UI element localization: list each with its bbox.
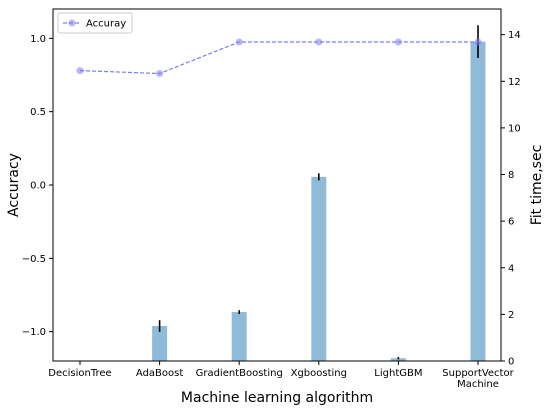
accuracy-point-6 bbox=[474, 38, 482, 46]
right-tick-label-1: 0 bbox=[508, 357, 514, 368]
x-tick-label-3: GradientBoosting bbox=[196, 368, 283, 379]
x-tick-label-1: DecisionTree bbox=[48, 368, 111, 379]
x-tick-label-2: AdaBoost bbox=[136, 368, 183, 379]
bar-3 bbox=[231, 312, 247, 361]
accuracy-point-1 bbox=[76, 67, 84, 75]
left-tick-label-2: −0.5 bbox=[22, 254, 46, 265]
x-axis-title: Machine learning algorithm bbox=[181, 390, 373, 406]
left-tick-label-3: 0.0 bbox=[30, 181, 46, 192]
left-tick-label-1: −1.0 bbox=[22, 327, 46, 338]
legend-label: Accuray bbox=[86, 19, 126, 30]
left-axis-ticks: −1.0 −0.5 0.0 0.5 1.0 bbox=[22, 34, 53, 338]
right-tick-label-7: 12 bbox=[508, 77, 521, 88]
right-y-axis-title: Fit time,sec bbox=[529, 145, 545, 226]
legend-box bbox=[57, 12, 133, 34]
right-tick-label-8: 14 bbox=[508, 30, 521, 41]
accuracy-point-4 bbox=[315, 38, 323, 46]
accuracy-point-5 bbox=[394, 38, 402, 46]
left-y-axis-title: Accuracy bbox=[6, 153, 22, 217]
right-tick-label-2: 2 bbox=[508, 310, 514, 321]
bar-6 bbox=[470, 41, 486, 361]
right-tick-label-3: 4 bbox=[508, 263, 514, 274]
x-axis-ticks: DecisionTree AdaBoost GradientBoosting Xgbo… bbox=[48, 361, 515, 390]
left-tick-label-5: 1.0 bbox=[30, 34, 46, 45]
plot-frame bbox=[52, 8, 502, 362]
accuracy-line-group bbox=[76, 38, 482, 78]
bar-4 bbox=[311, 176, 327, 361]
accuracy-point-2 bbox=[156, 70, 164, 78]
x-tick-label-6: SupportVector Machine bbox=[442, 368, 514, 390]
bar-2 bbox=[152, 326, 168, 361]
accuracy-line bbox=[79, 41, 478, 75]
accuracy-point-3 bbox=[235, 38, 243, 46]
x-tick-label-4: Xgboosting bbox=[291, 368, 347, 379]
right-tick-label-5: 8 bbox=[508, 170, 514, 181]
right-axis-ticks: 0 2 4 6 8 10 12 14 bbox=[501, 30, 521, 368]
x-tick-label-5: LightGBM bbox=[374, 368, 422, 379]
right-tick-label-6: 10 bbox=[508, 123, 521, 134]
bar-group bbox=[72, 41, 486, 362]
legend: Accuray bbox=[57, 12, 133, 34]
bar-5 bbox=[390, 358, 406, 361]
right-tick-label-4: 6 bbox=[508, 217, 514, 228]
left-tick-label-4: 0.5 bbox=[30, 107, 46, 118]
legend-marker-swatch bbox=[68, 19, 76, 27]
